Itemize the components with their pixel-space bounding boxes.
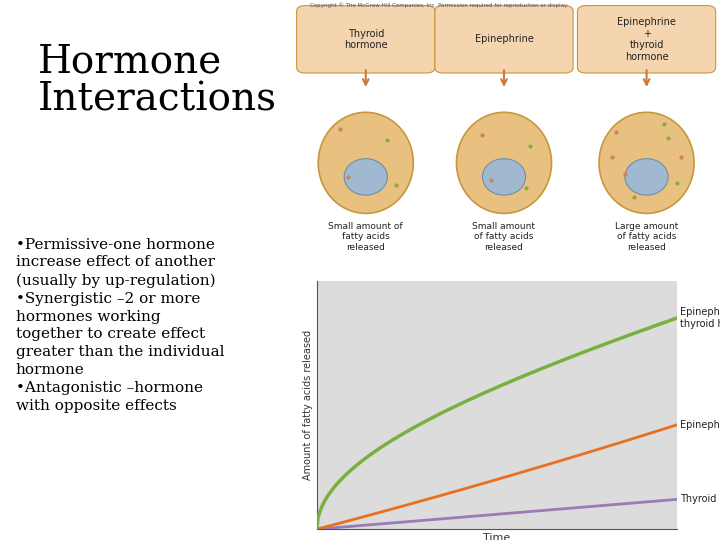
- Text: Epinephrine: Epinephrine: [680, 420, 720, 430]
- Ellipse shape: [599, 112, 694, 213]
- FancyBboxPatch shape: [435, 5, 573, 73]
- Text: Small amount of
fatty acids
released: Small amount of fatty acids released: [328, 222, 403, 252]
- Text: Epinephrine: Epinephrine: [474, 35, 534, 44]
- Ellipse shape: [482, 159, 526, 195]
- Ellipse shape: [456, 112, 552, 213]
- Ellipse shape: [344, 159, 387, 195]
- Text: Small amount
of fatty acids
released: Small amount of fatty acids released: [472, 222, 536, 252]
- Y-axis label: Amount of fatty acids released: Amount of fatty acids released: [302, 330, 312, 480]
- Text: Copyright © The McGraw-Hill Companies, Inc. Permission required for reproduction: Copyright © The McGraw-Hill Companies, I…: [310, 3, 568, 9]
- Text: Epinephrine
+
thyroid
hormone: Epinephrine + thyroid hormone: [617, 17, 676, 62]
- Text: Thyroid
hormone: Thyroid hormone: [344, 29, 387, 50]
- Text: Epinephrine +
thyroid hormone: Epinephrine + thyroid hormone: [680, 307, 720, 329]
- FancyBboxPatch shape: [297, 5, 435, 73]
- Text: Hormone
Interactions: Hormone Interactions: [38, 43, 277, 119]
- Text: •Permissive-one hormone
increase effect of another
(usually by up-regulation)
•S: •Permissive-one hormone increase effect …: [16, 238, 225, 413]
- Text: Thyroid hormone: Thyroid hormone: [680, 495, 720, 504]
- Ellipse shape: [625, 159, 668, 195]
- Ellipse shape: [318, 112, 413, 213]
- X-axis label: Time: Time: [483, 534, 510, 540]
- Text: Large amount
of fatty acids
released: Large amount of fatty acids released: [615, 222, 678, 252]
- FancyBboxPatch shape: [577, 5, 716, 73]
